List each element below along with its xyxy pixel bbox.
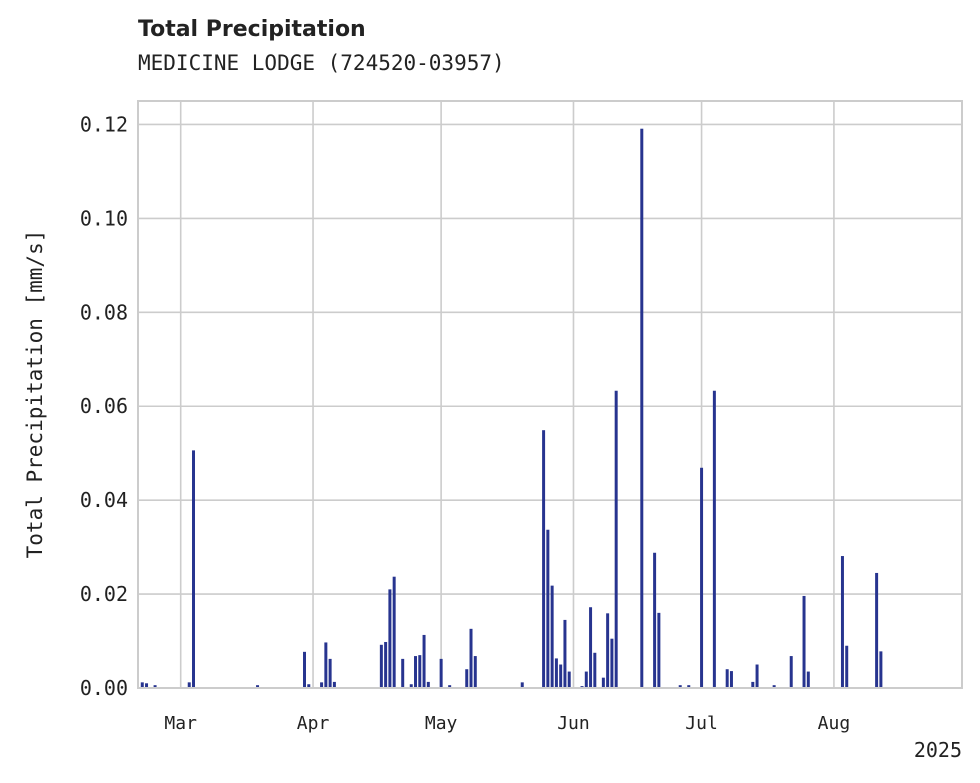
precipitation-bar bbox=[653, 552, 657, 688]
precipitation-bar bbox=[520, 682, 524, 688]
y-tick-label: 0.02 bbox=[80, 582, 128, 606]
precipitation-bar bbox=[755, 664, 759, 688]
precipitation-bar bbox=[550, 585, 554, 688]
precipitation-bar bbox=[392, 576, 396, 688]
x-tick-label: Mar bbox=[164, 713, 197, 734]
precipitation-bar bbox=[567, 671, 571, 688]
precipitation-bar bbox=[465, 669, 469, 688]
y-tick-label: 0.10 bbox=[80, 206, 128, 230]
precipitation-bar bbox=[192, 450, 195, 688]
y-tick-label: 0.12 bbox=[80, 112, 128, 136]
precipitation-bar bbox=[320, 682, 324, 688]
precipitation-bar bbox=[388, 589, 392, 688]
precipitation-bar bbox=[845, 645, 849, 688]
x-tick-label: Apr bbox=[297, 713, 330, 734]
precipitation-bar bbox=[546, 529, 550, 688]
x-tick-label: Jun bbox=[557, 713, 590, 734]
x-tick-label: Jul bbox=[685, 713, 718, 734]
precipitation-bar bbox=[657, 612, 661, 688]
precipitation-bar bbox=[332, 681, 336, 688]
precipitation-bar bbox=[418, 655, 422, 688]
precipitation-bar bbox=[802, 595, 806, 688]
y-tick-label: 0.08 bbox=[80, 300, 128, 324]
precipitation-bar bbox=[414, 656, 418, 688]
precipitation-bar bbox=[806, 671, 810, 688]
precipitation-bar bbox=[256, 685, 260, 688]
precipitation-bar bbox=[640, 128, 644, 688]
y-tick-label: 0.00 bbox=[80, 676, 128, 700]
precipitation-bar bbox=[409, 684, 413, 688]
precipitation-bar bbox=[678, 685, 682, 688]
precipitation-bar bbox=[687, 685, 691, 688]
x-year-label: 2025 bbox=[914, 738, 962, 762]
chart-subtitle: MEDICINE LODGE (724520-03957) bbox=[138, 51, 505, 75]
precipitation-bar bbox=[328, 658, 332, 688]
x-tick-label: Aug bbox=[818, 713, 851, 734]
precipitation-bar bbox=[700, 467, 704, 688]
precipitation-bar bbox=[439, 658, 443, 688]
precipitation-bar bbox=[559, 664, 563, 688]
y-tick-label: 0.06 bbox=[80, 394, 128, 418]
precipitation-bar bbox=[187, 682, 191, 688]
precipitation-bar bbox=[469, 628, 473, 688]
precipitation-bar bbox=[422, 634, 426, 688]
precipitation-bar bbox=[875, 572, 879, 688]
precipitation-bar bbox=[140, 682, 144, 688]
precipitation-bar bbox=[384, 641, 388, 688]
x-tick-label: May bbox=[425, 713, 458, 734]
precipitation-bar bbox=[448, 685, 452, 688]
y-tick-label: 0.04 bbox=[80, 488, 128, 512]
precipitation-bar bbox=[401, 658, 405, 688]
precipitation-bar bbox=[563, 619, 567, 688]
precipitation-bar bbox=[712, 390, 716, 688]
precipitation-bar bbox=[610, 638, 614, 688]
precipitation-bar bbox=[729, 671, 733, 688]
precipitation-bar bbox=[426, 681, 430, 688]
precipitation-bar bbox=[145, 683, 149, 688]
precipitation-bar bbox=[589, 607, 593, 688]
precipitation-bar bbox=[303, 651, 306, 688]
chart-title: Total Precipitation bbox=[138, 17, 366, 42]
precipitation-bar bbox=[789, 656, 793, 688]
precipitation-bar bbox=[554, 658, 558, 688]
precipitation-bar bbox=[601, 677, 605, 688]
precipitation-bar bbox=[725, 669, 729, 688]
precipitation-bar bbox=[307, 684, 311, 688]
precipitation-bar bbox=[584, 671, 588, 688]
precipitation-bar bbox=[614, 390, 618, 688]
precipitation-bar bbox=[840, 556, 844, 688]
y-axis-label: Total Precipitation [mm/s] bbox=[23, 230, 47, 559]
precipitation-bar bbox=[473, 656, 477, 688]
precipitation-bar bbox=[593, 652, 597, 688]
plot-frame bbox=[137, 100, 963, 689]
precipitation-bar bbox=[542, 430, 546, 688]
precipitation-bar bbox=[379, 644, 383, 688]
precipitation-bar bbox=[751, 681, 755, 688]
precipitation-bar bbox=[879, 651, 883, 688]
precipitation-bar bbox=[772, 685, 776, 688]
precipitation-bar bbox=[153, 685, 157, 688]
precipitation-bar bbox=[324, 642, 328, 688]
precipitation-bar bbox=[606, 613, 610, 688]
